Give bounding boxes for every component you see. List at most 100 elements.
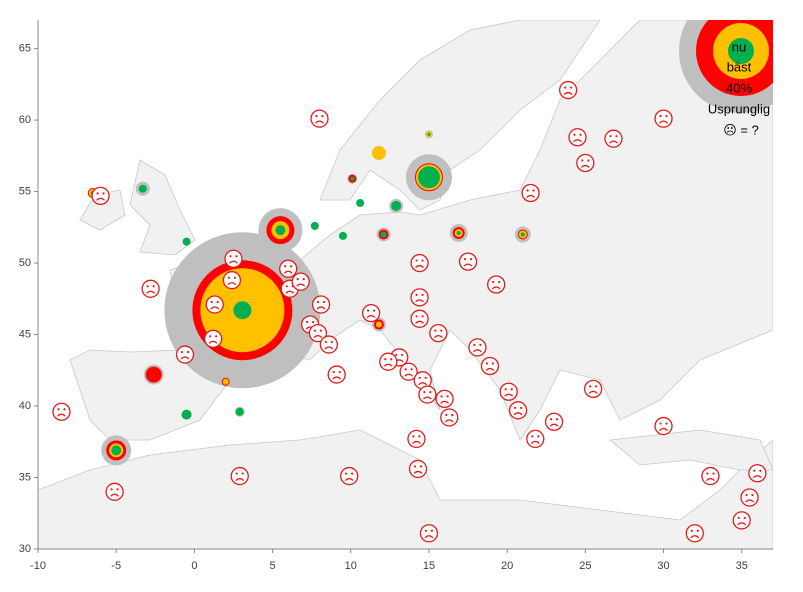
sad-face-eye: [316, 300, 320, 304]
sad-face-eye: [690, 529, 693, 532]
sad-face-eye: [321, 115, 324, 118]
bubble-ring: [371, 145, 386, 160]
sad-face-eye: [526, 189, 529, 192]
sad-face-mouth: [573, 139, 582, 143]
bubble-ring: [520, 232, 525, 237]
bubble-ring: [375, 321, 382, 328]
sad-face-mouth: [96, 197, 105, 201]
sad-face-mouth: [491, 286, 501, 290]
sad-face-eye: [216, 300, 219, 304]
y-tick-label: 40: [19, 400, 31, 412]
sad-face-eye: [395, 353, 398, 357]
sad-face-outline: [379, 352, 398, 371]
sad-face-eye: [532, 189, 535, 192]
sad-face-eye: [290, 265, 293, 268]
sad-face: [379, 352, 398, 371]
sad-face: [732, 511, 751, 530]
y-tick-label: 50: [19, 257, 31, 269]
sad-face: [361, 303, 381, 323]
legend-bubble: [679, 20, 773, 113]
sad-face-mouth: [146, 290, 156, 294]
bubble-ring: [222, 378, 229, 385]
sad-face: [399, 362, 418, 381]
bubble-ring: [356, 199, 365, 208]
sad-face: [526, 429, 545, 449]
y-tick-label: 65: [19, 43, 31, 55]
sad-face-eye: [210, 300, 213, 304]
sad-face-outline: [521, 183, 540, 203]
sad-face: [568, 128, 587, 147]
sad-face-mouth: [440, 400, 450, 404]
legend-label: nu: [732, 39, 746, 54]
sad-face: [327, 365, 346, 384]
sad-face: [319, 335, 339, 354]
sad-face-outline: [205, 295, 224, 314]
sad-face-eye: [306, 320, 309, 324]
sad-face: [576, 153, 595, 173]
sad-face-outline: [701, 466, 720, 486]
sad-face-eye: [587, 159, 590, 162]
sad-face: [487, 275, 506, 294]
sad-face-outline: [584, 379, 603, 399]
sad-face-eye: [615, 135, 618, 138]
sad-face-eye: [421, 293, 424, 296]
sad-face-mouth: [180, 356, 190, 360]
sad-face-eye: [659, 422, 662, 425]
sad-face: [748, 464, 767, 483]
sad-face-eye: [412, 435, 415, 438]
sad-face: [311, 295, 331, 314]
sad-face-outline: [410, 288, 429, 307]
sad-face-eye: [63, 408, 66, 411]
sad-face-mouth: [690, 535, 700, 539]
sad-face-mouth: [415, 320, 424, 324]
sad-face-eye: [440, 395, 443, 398]
sad-face-eye: [345, 472, 348, 475]
sad-face-mouth: [415, 299, 424, 303]
sad-face-eye: [415, 315, 418, 318]
sad-face-outline: [568, 128, 587, 147]
sad-face-mouth: [588, 390, 598, 394]
sad-face-eye: [241, 472, 244, 475]
sad-face-outline: [748, 464, 767, 483]
sad-face: [521, 183, 540, 203]
sad-face-mouth: [415, 264, 424, 268]
sad-face-eye: [696, 529, 699, 532]
sad-face: [410, 309, 429, 328]
sad-face: [440, 408, 459, 427]
sad-face-eye: [473, 343, 476, 347]
sad-face-eye: [96, 192, 99, 195]
sad-face-eye: [498, 280, 501, 284]
sad-face-outline: [408, 459, 428, 479]
sad-face-eye: [589, 385, 592, 388]
sad-face: [480, 356, 500, 376]
sad-face: [410, 253, 429, 273]
legend-swatch: [728, 38, 754, 64]
sad-face-eye: [581, 159, 584, 162]
sad-face-mouth: [504, 393, 514, 397]
sad-face: [584, 379, 603, 399]
sad-face-outline: [319, 335, 339, 354]
sad-face-eye: [229, 255, 232, 258]
sad-face-outline: [732, 511, 751, 530]
sad-face-eye: [415, 259, 418, 262]
x-tick-label: 25: [579, 560, 591, 572]
sad-face-outline: [419, 524, 439, 543]
legend-label: Usprunglig: [708, 101, 770, 116]
sad-face-eye: [419, 465, 423, 468]
sad-face-outline: [499, 382, 518, 401]
sad-face-mouth: [609, 140, 618, 144]
sad-face-eye: [415, 293, 418, 296]
sad-face-eye: [665, 115, 668, 118]
sad-face-mouth: [444, 419, 454, 423]
legend: nu bäst 40% Usprunglig ☹ = ?: [708, 39, 770, 137]
sad-face-outline: [327, 365, 346, 384]
sad-face-mouth: [549, 423, 559, 427]
sad-face-eye: [57, 408, 60, 411]
sad-face-mouth: [473, 349, 482, 353]
bubble-ring: [391, 200, 402, 211]
sad-face: [435, 389, 454, 409]
sad-face-mouth: [745, 499, 754, 503]
sad-face-mouth: [526, 194, 536, 198]
bubble-ring: [235, 407, 244, 416]
